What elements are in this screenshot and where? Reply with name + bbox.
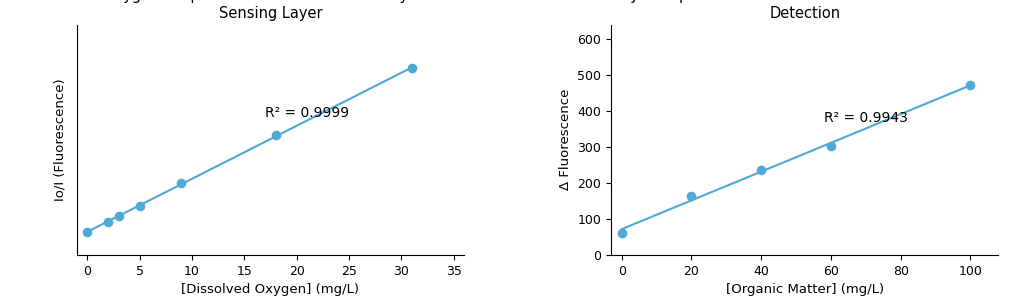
Title: BOD Sensor: Nutrient-dependent  O₂ Consumption
by Encapsulated Microbes & Fluore: BOD Sensor: Nutrient-dependent O₂ Consum… (620, 0, 990, 21)
X-axis label: [Organic Matter] (mg/L): [Organic Matter] (mg/L) (726, 283, 884, 296)
Point (79, 229, 95, 234)
Point (173, 181, 189, 186)
Text: R² = 0.9999: R² = 0.9999 (265, 106, 349, 120)
Point (683, 194, 699, 199)
Point (100, 219, 117, 224)
Point (963, 83, 979, 87)
Text: R² = 0.9943: R² = 0.9943 (824, 111, 908, 125)
Point (267, 133, 284, 138)
Title: Oxygen Responsiveness: Embedded  Polymer
Sensing Layer: Oxygen Responsiveness: Embedded Polymer … (103, 0, 438, 21)
X-axis label: [Dissolved Oxygen] (mg/L): [Dissolved Oxygen] (mg/L) (181, 283, 359, 296)
Point (131, 204, 147, 209)
Point (111, 213, 127, 218)
Point (613, 230, 630, 235)
Y-axis label: Io/I (Fluorescence): Io/I (Fluorescence) (53, 78, 67, 201)
Point (403, 66, 420, 71)
Point (753, 167, 769, 172)
Y-axis label: Δ Fluorescence: Δ Fluorescence (559, 89, 571, 190)
Point (822, 144, 839, 149)
